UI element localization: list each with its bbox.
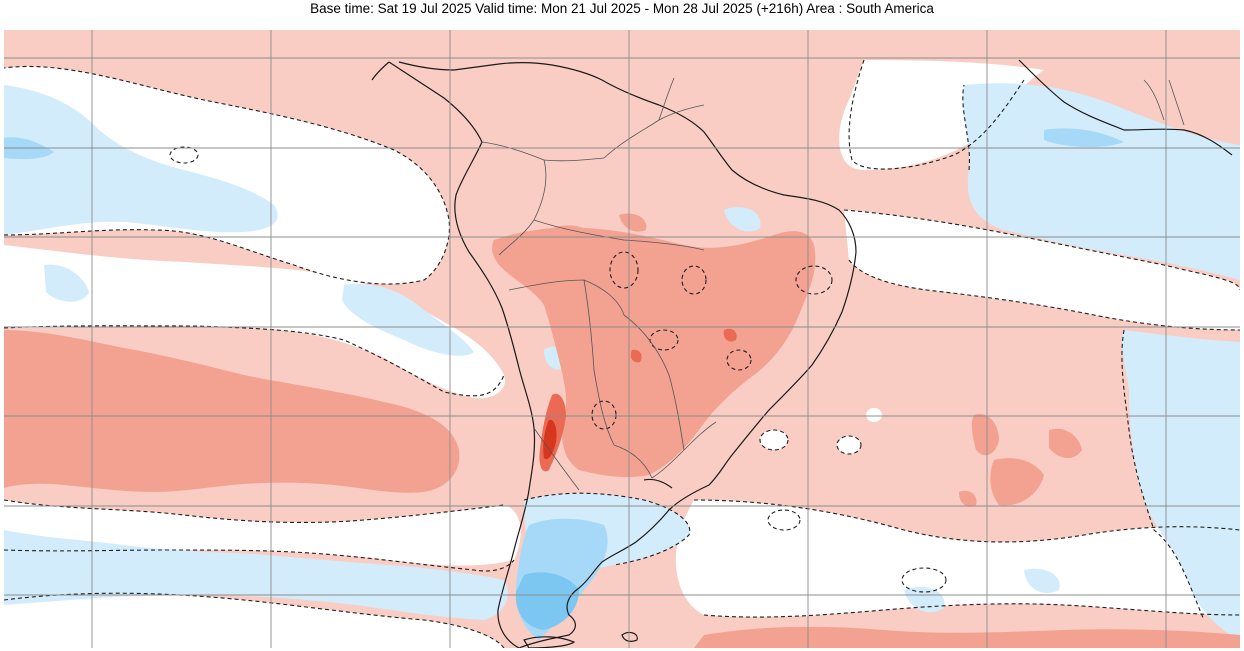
page-title: Base time: Sat 19 Jul 2025 Valid time: M… [310, 1, 934, 16]
country-borders [481, 77, 1185, 491]
neutral-areas [4, 60, 1240, 648]
anomaly-map-svg [4, 30, 1240, 648]
strong-negative-areas [515, 572, 579, 630]
graticule [4, 30, 1240, 648]
coastline [371, 59, 1233, 648]
contour-lines [4, 59, 1240, 648]
very-strong-positive-areas [543, 419, 557, 460]
forecast-map [4, 30, 1240, 648]
